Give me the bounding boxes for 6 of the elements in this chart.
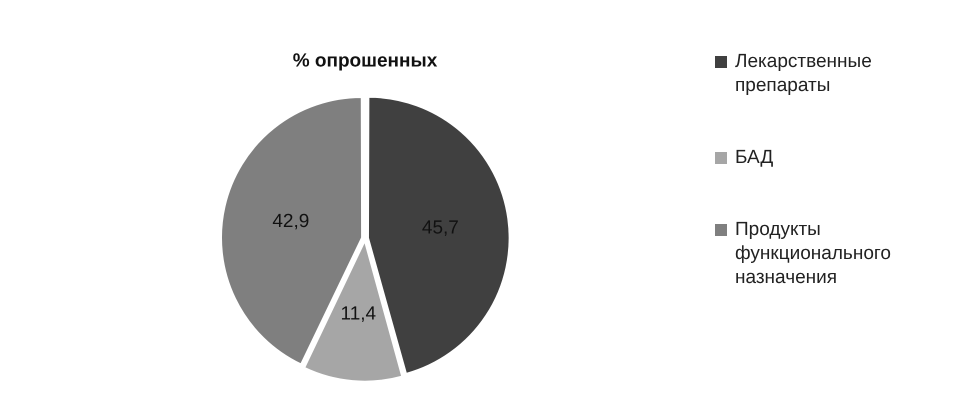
chart-title: % опрошенных (292, 50, 438, 72)
legend-label: БАД (735, 146, 774, 170)
legend-label: Продукты функционального назначения (735, 218, 892, 290)
data-label: 11,4 (340, 303, 377, 324)
data-label: 42,9 (272, 210, 310, 232)
legend-label: Лекарственные препараты (735, 50, 873, 98)
